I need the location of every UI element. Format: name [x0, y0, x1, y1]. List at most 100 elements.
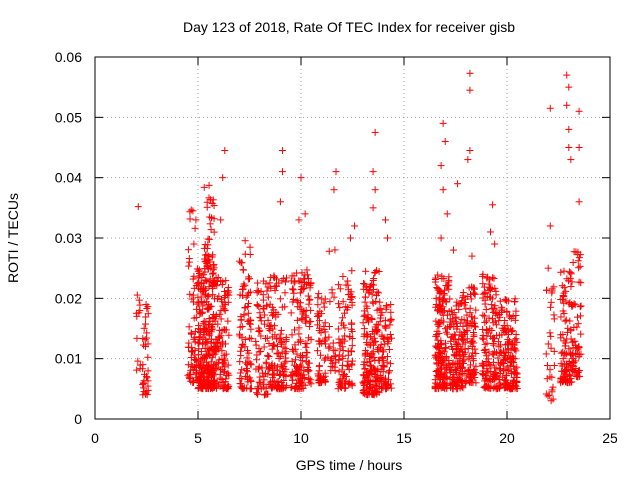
- data-point: [196, 280, 204, 288]
- data-point: [487, 228, 495, 236]
- data-point: [210, 202, 218, 210]
- data-point: [485, 287, 493, 295]
- data-point: [305, 367, 313, 375]
- data-point: [335, 356, 343, 364]
- data-point: [214, 345, 222, 353]
- data-point: [331, 246, 339, 254]
- data-point: [222, 277, 230, 285]
- data-point: [575, 353, 583, 361]
- data-point: [446, 368, 454, 376]
- data-point: [339, 272, 347, 280]
- data-point: [435, 322, 443, 330]
- data-point: [325, 344, 333, 352]
- data-point: [562, 297, 570, 305]
- data-point: [481, 318, 489, 326]
- data-point: [501, 351, 509, 359]
- data-point: [334, 385, 342, 393]
- data-point: [387, 308, 395, 316]
- data-point: [282, 345, 290, 353]
- data-point: [257, 332, 265, 340]
- data-point: [496, 348, 504, 356]
- data-point: [344, 286, 352, 294]
- data-point: [239, 266, 247, 274]
- data-point: [247, 376, 255, 384]
- data-point: [290, 289, 298, 297]
- data-point: [379, 368, 387, 376]
- data-point: [262, 334, 270, 342]
- data-point: [191, 346, 199, 354]
- data-point: [291, 277, 299, 285]
- data-point: [255, 363, 263, 371]
- data-point: [507, 368, 515, 376]
- data-point: [301, 271, 309, 279]
- data-point: [331, 347, 339, 355]
- data-point: [244, 303, 252, 311]
- data-point: [576, 262, 584, 270]
- data-point: [560, 360, 568, 368]
- data-point: [200, 183, 208, 191]
- data-point: [451, 318, 459, 326]
- data-point: [439, 186, 447, 194]
- data-point: [496, 331, 504, 339]
- data-point: [264, 316, 272, 324]
- data-point: [443, 282, 451, 290]
- data-point: [512, 335, 520, 343]
- data-point: [255, 378, 263, 386]
- data-point: [344, 362, 352, 370]
- data-point: [266, 279, 274, 287]
- data-point: [484, 367, 492, 375]
- data-point: [306, 284, 314, 292]
- data-point: [205, 320, 213, 328]
- data-point: [314, 347, 322, 355]
- data-point: [243, 354, 251, 362]
- data-point: [490, 274, 498, 282]
- data-point: [314, 321, 322, 329]
- data-point: [216, 334, 224, 342]
- data-point: [491, 240, 499, 248]
- data-point: [502, 365, 510, 373]
- data-point: [575, 198, 583, 206]
- data-point: [305, 296, 313, 304]
- data-point: [281, 350, 289, 358]
- data-point: [206, 351, 214, 359]
- data-point: [348, 267, 356, 275]
- data-point: [437, 316, 445, 324]
- data-point: [371, 371, 379, 379]
- data-point: [319, 376, 327, 384]
- data-point: [347, 347, 355, 355]
- data-point: [142, 388, 150, 396]
- data-point: [490, 341, 498, 349]
- data-point: [203, 305, 211, 313]
- data-point: [384, 234, 392, 242]
- y-tick-label: 0.05: [55, 109, 82, 125]
- data-point: [273, 342, 281, 350]
- data-point: [437, 362, 445, 370]
- data-point: [336, 285, 344, 293]
- data-point: [561, 378, 569, 386]
- data-point: [315, 290, 323, 298]
- axis-ticks: 0 0.01 0.02 0.03 0.04 0.05 0.06 0 5 10 15 20 25: [55, 49, 618, 446]
- data-point: [305, 359, 313, 367]
- data-point: [454, 180, 462, 188]
- data-point: [256, 379, 264, 387]
- data-point: [481, 349, 489, 357]
- data-point: [565, 83, 573, 91]
- x-tick-label: 10: [293, 430, 309, 446]
- data-point: [496, 365, 504, 373]
- data-point: [448, 306, 456, 314]
- data-point: [300, 275, 308, 283]
- data-point: [202, 298, 210, 306]
- data-point: [204, 304, 212, 312]
- data-point: [483, 274, 491, 282]
- data-point: [457, 382, 465, 390]
- data-point: [246, 385, 254, 393]
- data-point: [438, 340, 446, 348]
- data-point: [219, 385, 227, 393]
- data-point: [208, 253, 216, 261]
- data-point: [543, 375, 551, 383]
- data-point: [334, 281, 342, 289]
- data-point: [315, 311, 323, 319]
- data-points: [132, 69, 585, 405]
- data-point: [488, 326, 496, 334]
- data-point: [442, 373, 450, 381]
